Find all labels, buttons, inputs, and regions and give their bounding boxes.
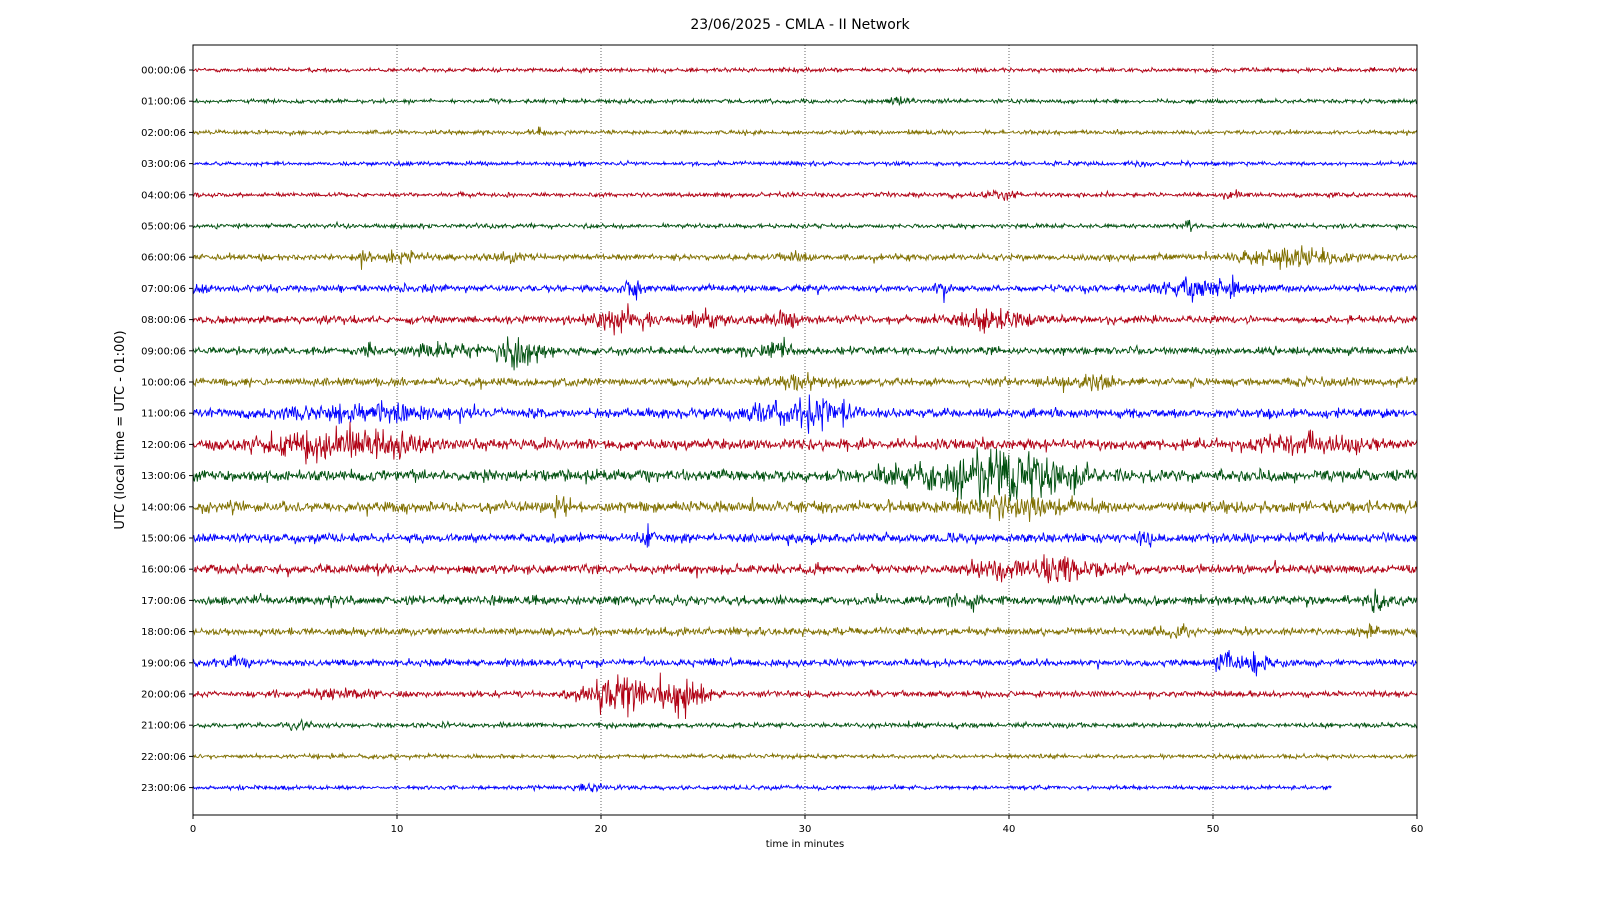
trace-16:00:06 xyxy=(192,554,1418,584)
y-tick-label: 09:00:06 xyxy=(141,346,186,357)
y-tick-label: 08:00:06 xyxy=(141,315,186,326)
y-tick-label: 01:00:06 xyxy=(141,97,186,108)
x-tick-label: 0 xyxy=(190,824,196,835)
trace-02:00:06 xyxy=(192,126,1418,137)
y-tick-label: 14:00:06 xyxy=(141,502,186,513)
y-tick-label: 03:00:06 xyxy=(141,159,186,170)
y-tick-label: 16:00:06 xyxy=(141,565,186,576)
traces xyxy=(192,66,1418,793)
grid-lines xyxy=(396,45,1214,815)
y-tick-label: 23:00:06 xyxy=(141,783,186,794)
y-tick-label: 12:00:06 xyxy=(141,440,186,451)
x-tick-label: 30 xyxy=(799,824,812,835)
y-tick-label: 07:00:06 xyxy=(141,284,186,295)
trace-14:00:06 xyxy=(192,494,1418,523)
y-ticks: 00:00:06 01:00:06 02:00:06 03:00:06 04:00:06… xyxy=(141,66,193,794)
y-tick-label: 10:00:06 xyxy=(141,378,186,389)
x-tick-label: 50 xyxy=(1207,824,1220,835)
trace-01:00:06 xyxy=(192,96,1418,107)
trace-22:00:06 xyxy=(192,751,1418,762)
y-tick-label: 22:00:06 xyxy=(141,752,186,763)
y-tick-label: 11:00:06 xyxy=(141,409,186,420)
trace-15:00:06 xyxy=(192,523,1418,548)
y-tick-label: 04:00:06 xyxy=(141,190,186,201)
y-tick-label: 13:00:06 xyxy=(141,471,186,482)
trace-11:00:06 xyxy=(192,394,1418,434)
x-axis-label: time in minutes xyxy=(766,839,845,850)
trace-18:00:06 xyxy=(192,622,1418,639)
y-tick-label: 15:00:06 xyxy=(141,534,186,545)
chart-title: 23/06/2025 - CMLA - II Network xyxy=(690,17,910,33)
y-tick-label: 19:00:06 xyxy=(141,658,186,669)
y-tick-label: 05:00:06 xyxy=(141,222,186,233)
trace-17:00:06 xyxy=(192,588,1418,614)
trace-19:00:06 xyxy=(192,650,1418,677)
x-tick-label: 60 xyxy=(1411,824,1424,835)
trace-00:00:06 xyxy=(192,66,1418,75)
trace-23:00:06 xyxy=(192,782,1332,793)
trace-12:00:06 xyxy=(192,421,1418,465)
trace-06:00:06 xyxy=(192,245,1418,270)
y-tick-label: 06:00:06 xyxy=(141,253,186,264)
trace-10:00:06 xyxy=(192,371,1418,394)
trace-09:00:06 xyxy=(192,336,1418,371)
trace-13:00:06 xyxy=(192,447,1418,507)
trace-20:00:06 xyxy=(192,672,1418,720)
y-tick-label: 21:00:06 xyxy=(141,721,186,732)
y-tick-label: 18:00:06 xyxy=(141,627,186,638)
x-tick-label: 40 xyxy=(1003,824,1016,835)
y-tick-label: 02:00:06 xyxy=(141,128,186,139)
x-tick-label: 10 xyxy=(391,824,404,835)
trace-04:00:06 xyxy=(192,188,1418,201)
y-tick-label: 20:00:06 xyxy=(141,690,186,701)
trace-05:00:06 xyxy=(192,219,1418,232)
y-tick-label: 00:00:06 xyxy=(141,66,186,77)
y-tick-label: 17:00:06 xyxy=(141,596,186,607)
y-axis-label: UTC (local time = UTC - 01:00) xyxy=(113,330,128,529)
x-tick-label: 20 xyxy=(595,824,608,835)
trace-21:00:06 xyxy=(192,717,1418,732)
trace-07:00:06 xyxy=(192,274,1418,304)
trace-08:00:06 xyxy=(192,303,1418,336)
trace-03:00:06 xyxy=(193,159,1418,169)
x-ticks: 0 10 20 30 40 50 60 xyxy=(190,815,1424,835)
